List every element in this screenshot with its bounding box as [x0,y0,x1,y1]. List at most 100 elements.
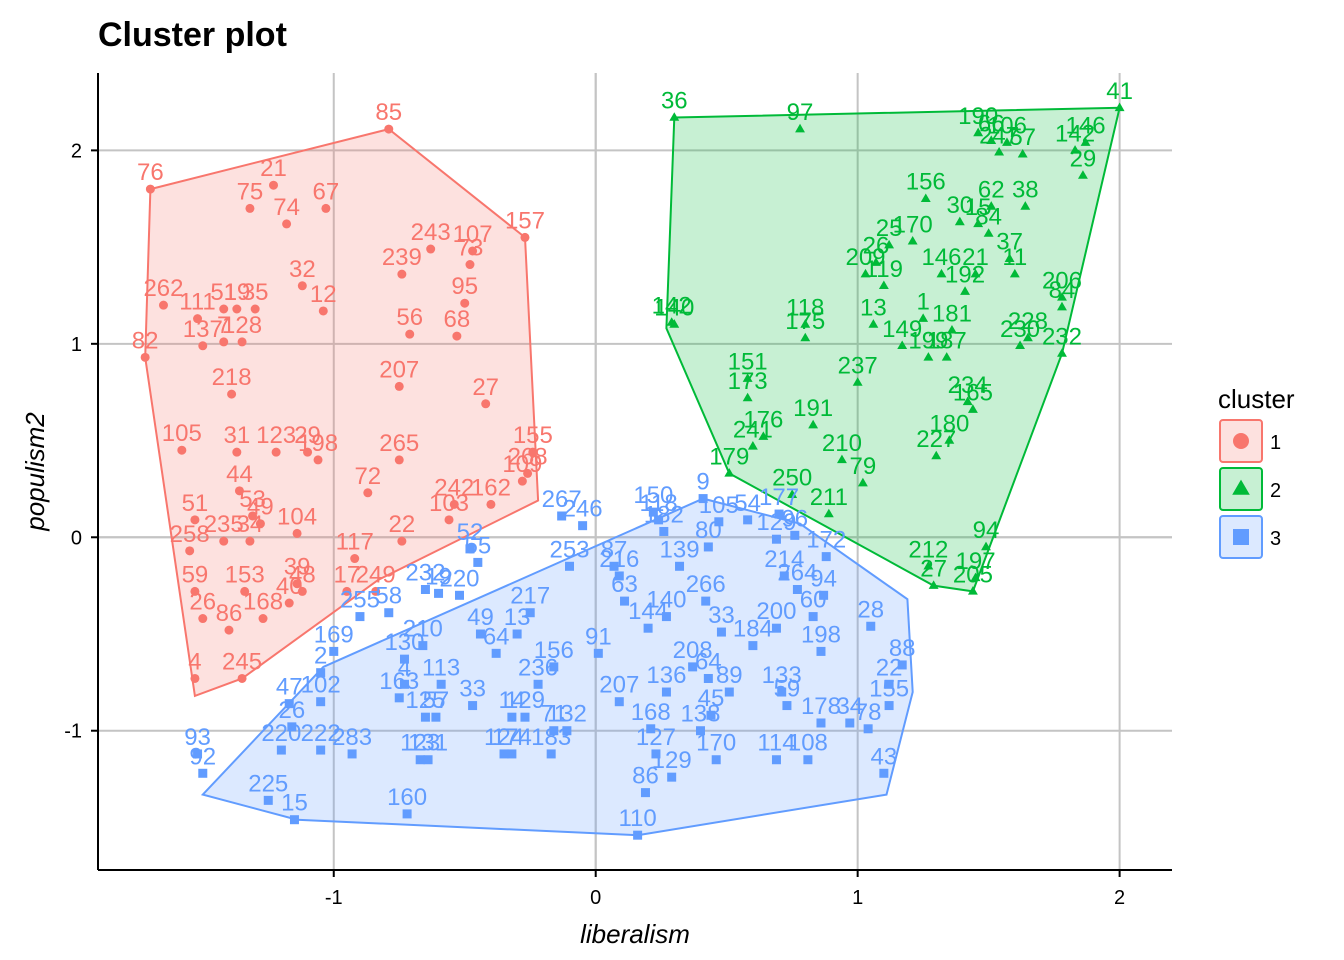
y-axis-label: populism2 [20,412,50,532]
data-point [248,511,258,521]
point-label: 118 [786,294,824,321]
point-label: 78 [855,699,882,726]
point-label: 55 [464,532,491,559]
data-point [960,286,971,295]
data-point [667,772,677,782]
point-label: 160 [387,784,427,811]
data-point [507,712,517,722]
chart-title: Cluster plot [98,16,287,54]
point-label: 227 [916,426,956,453]
data-point [384,608,394,618]
point-label: 210 [403,616,443,643]
point-label: 206 [1042,267,1082,294]
data-point [565,561,575,571]
data-point [258,614,268,624]
point-label: 205 [953,561,993,588]
data-point [967,404,978,413]
point-label: 162 [471,474,511,501]
data-point [669,112,680,121]
data-point [907,235,918,245]
point-label: 199 [908,327,948,354]
point-label: 75 [237,178,264,205]
data-point [237,673,247,683]
point-label: 67 [313,178,340,205]
legend-symbol-3 [1233,529,1249,545]
data-point [1070,145,1081,154]
data-point [771,534,781,544]
data-point [970,572,981,582]
data-point [1057,348,1067,357]
point-label: 220 [439,565,479,592]
point-label: 33 [708,602,735,629]
point-label: 139 [660,536,700,563]
point-label: 92 [189,743,216,770]
data-point [282,219,292,229]
point-label: 142 [652,293,692,320]
data-point [185,546,195,556]
point-label: 150 [633,482,673,509]
data-point [790,530,800,540]
data-point [363,488,373,498]
point-label: 242 [434,474,474,501]
point-label: 88 [889,635,916,662]
point-label: 140 [646,587,686,614]
data-point [245,536,255,546]
data-point [198,614,208,624]
data-point [742,373,753,382]
point-label: 247 [979,122,1019,149]
point-label: 104 [277,503,317,530]
point-label: 53 [239,486,266,513]
point-label: 136 [646,662,686,689]
data-point [640,788,650,798]
data-point [394,381,404,391]
point-label: 87 [601,536,628,563]
point-label: 283 [332,724,372,751]
point-label: 105 [162,420,202,447]
data-point [158,300,168,310]
data-point [486,499,496,509]
point-label: 12 [310,281,337,308]
point-label: 266 [686,571,726,598]
data-point [350,554,360,564]
point-label: 19 [223,279,250,306]
data-point [716,627,726,637]
data-point [402,809,412,819]
point-label: 33 [459,676,486,703]
point-label: 191 [793,395,833,422]
data-point [800,332,811,342]
data-point [884,239,895,249]
point-label: 146 [1066,113,1106,140]
data-point [986,135,997,144]
data-point [198,341,208,351]
data-point [219,337,229,347]
data-point [923,352,934,361]
point-label: 36 [661,87,688,114]
point-label: 177 [759,484,799,511]
point-label: 30 [946,192,973,219]
y-tick-label: 2 [71,140,82,162]
point-label: 217 [510,583,550,610]
data-point [651,749,661,759]
point-label: 255 [340,587,380,614]
point-label: 26 [189,589,216,616]
point-label: 153 [225,561,265,588]
point-label: 7 [217,312,230,339]
data-point [237,337,247,347]
data-point [415,755,425,765]
legend: cluster 1 2 3 [1218,384,1295,559]
point-label: 253 [549,536,589,563]
data-point [1015,340,1026,350]
data-point [714,517,724,527]
point-label: 17 [334,561,361,588]
data-point [473,557,483,567]
data-point [819,590,829,600]
data-point [316,697,326,707]
point-label: 163 [379,668,419,695]
point-label: 118 [639,490,677,517]
point-label: 25 [876,215,903,242]
point-label: 59 [774,676,801,703]
point-label: 181 [932,300,972,327]
data-point [481,399,491,409]
data-point [659,526,669,536]
data-point [871,257,881,266]
